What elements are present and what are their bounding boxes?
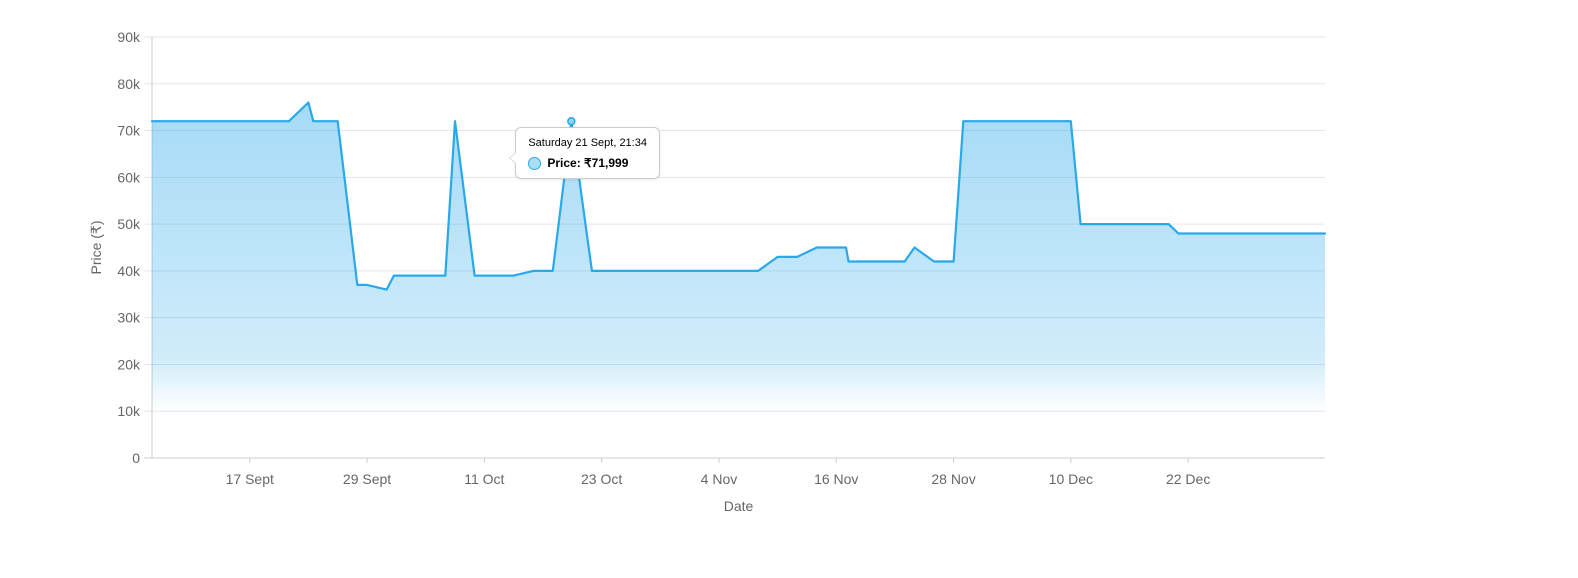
hovered-point-marker[interactable] [567,116,576,126]
y-tick-label: 0 [132,450,140,466]
series-price[interactable] [150,101,1327,459]
x-axis-title: Date [724,498,754,514]
y-tick-label: 20k [117,356,141,372]
price-line[interactable] [150,101,1327,291]
tooltip-value-row: Price: ₹71,999 [528,156,647,170]
tooltip-series-name: Price [547,156,577,171]
tooltip-title: Saturday 21 Sept, 21:34 [528,137,647,150]
y-axis-title: Price (₹) [88,220,104,274]
price-area-fill [152,102,1325,458]
chart-tooltip: Saturday 21 Sept, 21:34 Price: ₹71,999 [509,127,660,180]
tick-labels: 0 10k 20k 30k 40k 50k 60k 70k 80k 90k 17 Sept 29 Se… [117,29,1210,487]
x-tick-label: 4 Nov [701,471,738,487]
tooltip-value: ₹71,999 [584,156,629,171]
x-tick-label: 22 Dec [1166,471,1210,487]
tooltip-separator: : [576,156,585,171]
x-tick-label: 23 Oct [581,471,622,487]
y-tick-label: 40k [117,263,141,279]
y-tick-label: 80k [117,76,141,92]
y-tick-label: 70k [117,123,141,139]
x-tick-label: 29 Sept [343,471,391,487]
series-swatch-icon [528,156,542,170]
y-tick-label: 30k [117,310,141,326]
y-tick-label: 60k [117,169,141,185]
x-tick-label: 16 Nov [814,471,858,487]
x-tick-label: 10 Dec [1049,471,1093,487]
y-tick-label: 10k [117,403,141,419]
y-tick-label: 90k [117,29,141,45]
x-tick-label: 17 Sept [226,471,274,487]
y-tick-label: 50k [117,216,141,232]
x-tick-label: 28 Nov [931,471,975,487]
x-tick-label: 11 Oct [464,471,504,487]
